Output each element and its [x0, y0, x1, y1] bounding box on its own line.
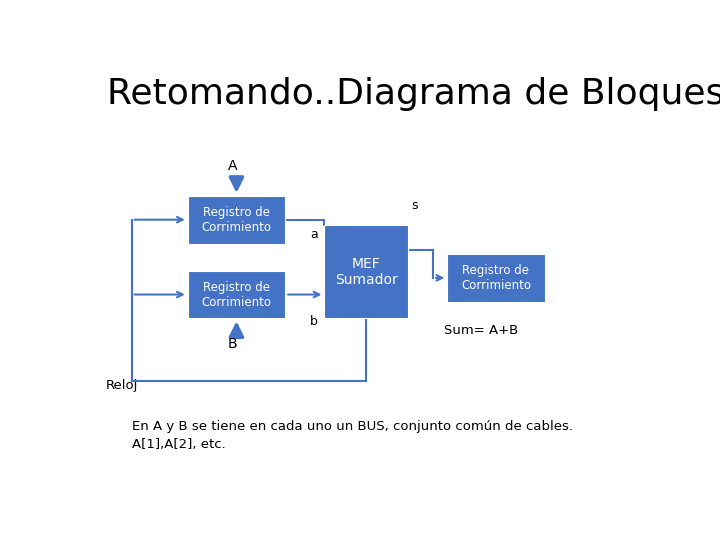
- Text: A[1],A[2], etc.: A[1],A[2], etc.: [132, 438, 225, 451]
- Bar: [324, 225, 408, 319]
- Text: Retomando..Diagrama de Bloques: Retomando..Diagrama de Bloques: [107, 77, 720, 111]
- Text: Registro de
Corrimiento: Registro de Corrimiento: [202, 206, 271, 234]
- Text: En A y B se tiene en cada uno un BUS, conjunto común de cables.: En A y B se tiene en cada uno un BUS, co…: [132, 420, 573, 433]
- Bar: [447, 254, 545, 302]
- Text: b: b: [310, 315, 318, 328]
- Text: A: A: [228, 159, 237, 173]
- Text: B: B: [228, 337, 237, 351]
- Bar: [188, 196, 285, 244]
- Text: MEF
Sumador: MEF Sumador: [335, 256, 397, 287]
- Text: Reloj: Reloj: [106, 379, 138, 392]
- Text: a: a: [310, 227, 318, 240]
- Text: Registro de
Corrimiento: Registro de Corrimiento: [461, 264, 531, 292]
- Text: s: s: [411, 199, 418, 212]
- Text: Registro de
Corrimiento: Registro de Corrimiento: [202, 280, 271, 308]
- Text: Sum= A+B: Sum= A+B: [444, 325, 518, 338]
- Bar: [188, 271, 285, 319]
